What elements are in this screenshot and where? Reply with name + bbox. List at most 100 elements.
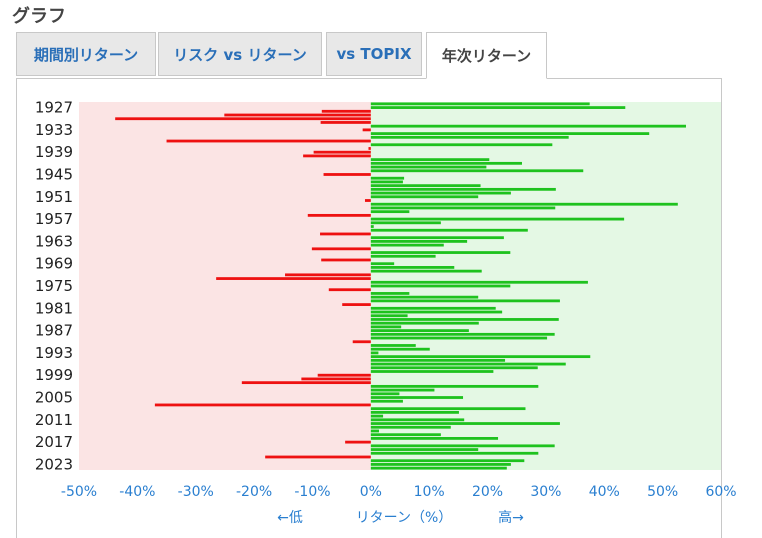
bar-1955 bbox=[370, 210, 410, 214]
y-tick-label: 1981 bbox=[35, 299, 73, 317]
bar-1991 bbox=[370, 344, 416, 347]
bar-2023 bbox=[370, 463, 511, 466]
bar-1971 bbox=[370, 269, 482, 273]
low-label: ←低 bbox=[277, 510, 303, 526]
x-tick-label: 0% bbox=[360, 484, 382, 500]
bar-1927 bbox=[370, 106, 626, 109]
bar-2016 bbox=[370, 437, 499, 440]
bar-2008 bbox=[370, 407, 526, 411]
x-tick-label: 50% bbox=[647, 484, 678, 500]
y-tick-label: 1951 bbox=[35, 188, 73, 206]
y-tick-label: 1987 bbox=[35, 322, 73, 340]
bar-1952 bbox=[364, 199, 371, 202]
bar-1942 bbox=[370, 161, 522, 165]
bar-1950 bbox=[370, 191, 511, 195]
bar-1975 bbox=[370, 284, 511, 288]
bar-2012 bbox=[370, 422, 560, 425]
bar-1929 bbox=[224, 113, 371, 117]
bar-2004 bbox=[370, 392, 400, 396]
y-axis-labels: 1927 1933 1939 1945 1951 1957 1963 1969 1975 1981… bbox=[35, 99, 73, 474]
bar-2014 bbox=[370, 429, 379, 433]
bar-1943 bbox=[370, 165, 487, 169]
x-tick-label: -40% bbox=[119, 484, 155, 500]
bar-1977 bbox=[370, 292, 410, 295]
bar-1961 bbox=[320, 232, 371, 236]
bar-1972 bbox=[285, 273, 371, 277]
tab-annual-return[interactable]: 年次リターン bbox=[426, 32, 547, 79]
bar-1935 bbox=[370, 135, 569, 139]
bar-1967 bbox=[370, 254, 436, 258]
bar-1960 bbox=[370, 228, 528, 232]
bar-1932 bbox=[370, 124, 686, 128]
y-tick-label: 2023 bbox=[35, 455, 73, 473]
bar-1998 bbox=[370, 370, 494, 373]
bar-1953 bbox=[370, 202, 678, 206]
bar-1973 bbox=[216, 277, 371, 280]
tab-risk-vs-return[interactable]: リスク vs リターン bbox=[158, 32, 322, 76]
bar-2005 bbox=[370, 396, 464, 399]
y-tick-label: 1975 bbox=[35, 277, 73, 295]
tab-period-return[interactable]: 期間別リターン bbox=[16, 32, 156, 76]
bar-1933 bbox=[362, 128, 371, 132]
bar-2018 bbox=[370, 444, 555, 448]
bar-1963 bbox=[370, 239, 468, 243]
bar-2013 bbox=[370, 425, 451, 429]
bar-2003 bbox=[370, 388, 435, 392]
bar-2009 bbox=[370, 410, 459, 414]
bar-2000 bbox=[301, 377, 371, 381]
bar-1937 bbox=[370, 143, 553, 147]
bar-1995 bbox=[370, 358, 506, 362]
bar-2010 bbox=[370, 414, 384, 418]
bar-1974 bbox=[370, 280, 588, 284]
bar-1986 bbox=[370, 325, 402, 329]
bar-1939 bbox=[313, 150, 371, 154]
y-tick-label: 1939 bbox=[35, 143, 73, 161]
bar-1979 bbox=[370, 299, 560, 303]
bar-1982 bbox=[370, 310, 503, 314]
bar-1957 bbox=[370, 217, 625, 221]
bar-1962 bbox=[370, 236, 504, 240]
bar-2006 bbox=[370, 399, 403, 403]
bar-1947 bbox=[370, 180, 403, 184]
bar-1976 bbox=[328, 288, 371, 292]
bar-1948 bbox=[370, 184, 481, 188]
bar-1951 bbox=[370, 195, 479, 199]
bar-1945 bbox=[323, 173, 371, 176]
bar-1978 bbox=[370, 295, 479, 299]
y-tick-label: 2017 bbox=[35, 433, 73, 451]
bar-2022 bbox=[370, 459, 525, 463]
x-tick-label: 40% bbox=[589, 484, 620, 500]
y-tick-label: 1963 bbox=[35, 232, 73, 250]
y-tick-label: 1927 bbox=[35, 99, 73, 117]
x-tick-label: 30% bbox=[530, 484, 561, 500]
bar-1926 bbox=[370, 102, 590, 106]
page-title: グラフ bbox=[12, 6, 66, 27]
bar-1964 bbox=[370, 243, 444, 247]
x-tick-label: -50% bbox=[61, 484, 97, 500]
bar-1990 bbox=[352, 340, 371, 344]
x-tick-label: -10% bbox=[294, 484, 330, 500]
y-tick-label: 1957 bbox=[35, 210, 73, 228]
bar-1981 bbox=[370, 306, 496, 310]
y-tick-label: 2011 bbox=[35, 411, 73, 429]
bar-1989 bbox=[370, 336, 548, 340]
bar-1970 bbox=[370, 266, 455, 269]
bar-1956 bbox=[307, 213, 371, 217]
tab-vs-topix[interactable]: vs TOPIX bbox=[326, 32, 422, 76]
bar-1985 bbox=[370, 321, 479, 325]
bar-1996 bbox=[370, 362, 566, 366]
bar-1930 bbox=[115, 117, 371, 121]
bar-2024 bbox=[370, 466, 507, 470]
bar-1980 bbox=[342, 303, 371, 306]
bar-1987 bbox=[370, 329, 469, 333]
x-tick-label: 60% bbox=[705, 484, 736, 500]
y-tick-label: 1945 bbox=[35, 165, 73, 183]
x-tick-label: -30% bbox=[178, 484, 214, 500]
bar-2007 bbox=[154, 403, 371, 407]
bar-1968 bbox=[321, 258, 371, 262]
high-label: 高→ bbox=[498, 509, 524, 526]
bar-2002 bbox=[370, 384, 539, 388]
bar-1944 bbox=[370, 169, 584, 173]
bar-1940 bbox=[303, 154, 371, 158]
